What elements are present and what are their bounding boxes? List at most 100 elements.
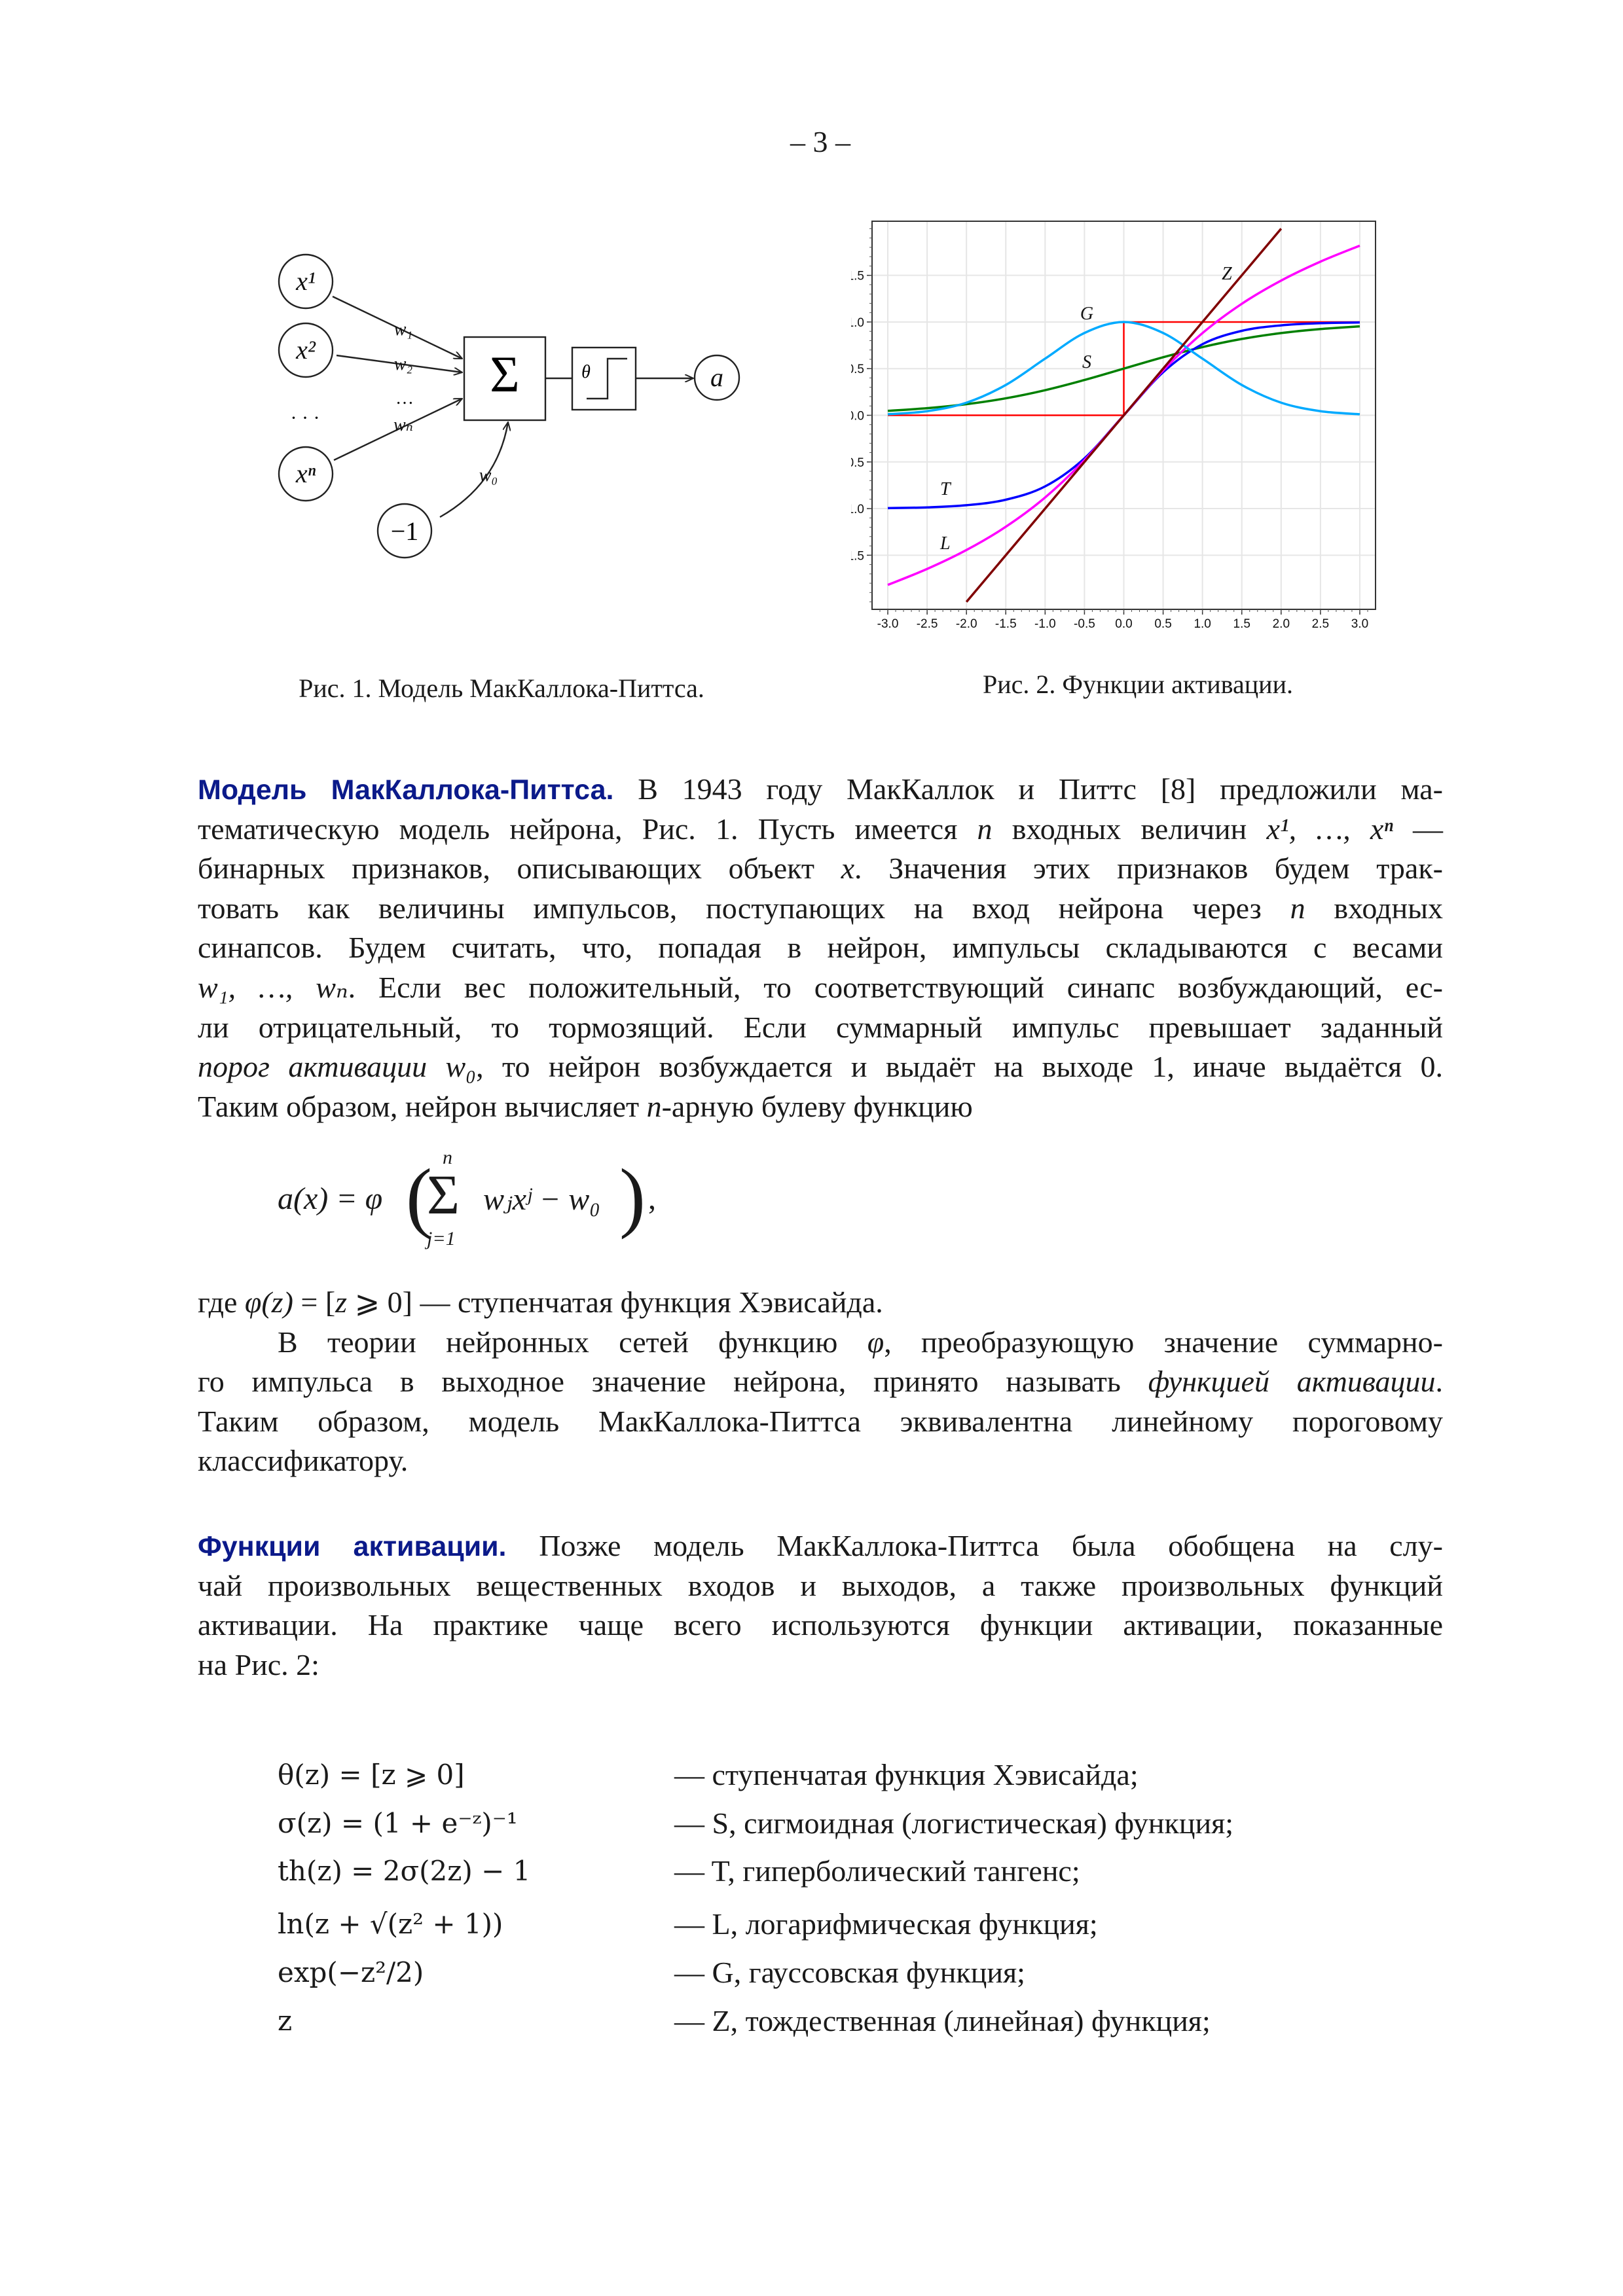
text-run: ⩾ 0] — ступенчатая функция Хэвисайда. (347, 1285, 883, 1319)
function-formula: θ(z) = [z ⩾ 0] (278, 1759, 465, 1791)
threshold-symbol: θ (581, 362, 591, 382)
series-line-Z (965, 228, 1283, 603)
sum-symbol: Σ (427, 1163, 460, 1226)
series-label-T: T (940, 479, 952, 499)
text-line: ли отрицательный, то тормозящий. Если су… (198, 1008, 1443, 1048)
section-mcculloch-pitts: Модель МакКаллока-Питтса. В 1943 году Ма… (198, 770, 1443, 1126)
text-line: на Рис. 2: (198, 1645, 1443, 1685)
section-activation-definition: где φ(z) = [z ⩾ 0] — ступенчатая функция… (198, 1283, 1443, 1481)
text-run: -арную булеву функцию (661, 1089, 973, 1123)
text-run: . (1435, 1365, 1444, 1399)
math-or-emphasis: x¹, …, xⁿ (1266, 812, 1393, 846)
sum-symbol: Σ (490, 346, 519, 403)
math-or-emphasis: n (1290, 891, 1305, 925)
text-run: бинарных признаков, описывающих объект (198, 852, 841, 886)
y-tick-label: -0.5 (851, 456, 864, 470)
input-label-1: x¹ (295, 266, 316, 296)
section-activation-functions: Функции активации. Позже модель МакКалло… (198, 1526, 1443, 1685)
math-or-emphasis: z (335, 1285, 348, 1319)
text-run: где (198, 1285, 245, 1319)
math-or-emphasis: x (841, 852, 855, 886)
weight-label-0: w₀ (479, 465, 498, 486)
text-line: Модель МакКаллока-Питтса. В 1943 году Ма… (198, 770, 1443, 810)
text-run: , то нейрон возбуждается и выдаёт на вых… (476, 1050, 1443, 1084)
text-run: товать как величины импульсов, поступающ… (198, 891, 1290, 925)
x-tick-label: 3.0 (1351, 617, 1368, 631)
input-node-n (278, 446, 334, 502)
text-run: . Если вес положительный, то соответству… (348, 970, 1443, 1004)
text-run: чай произвольных вещественных входов и в… (198, 1568, 1443, 1602)
edge-w1 (332, 295, 462, 360)
activation-functions-chart: S T L G Z -3.0 -2.5 -2.0 -1.5 -1.0 -0.5 0.0 0.5 1.0 1… (851, 221, 1376, 631)
text-run: активации. На практике чаще всего исполь… (198, 1608, 1443, 1642)
x-tick-label: 0.5 (1154, 617, 1171, 631)
text-line: В теории нейронных сетей функцию φ, прео… (198, 1323, 1443, 1363)
series-label-Z: Z (1222, 264, 1232, 284)
function-description: — Z, тождественная (линейная) функция; (674, 2004, 1211, 2037)
function-description: — S, сигмоидная (логистическая) функция; (674, 1806, 1234, 1840)
text-line: активации. На практике чаще всего исполь… (198, 1605, 1443, 1645)
text-line: порог активации w₀, то нейрон возбуждает… (198, 1047, 1443, 1087)
x-tick-label: 2.0 (1273, 617, 1290, 631)
text-line: чай произвольных вещественных входов и в… (198, 1566, 1443, 1606)
text-run: , преобразующую значение суммарно- (884, 1325, 1443, 1359)
input-node-1 (278, 253, 334, 310)
series-label-L: L (939, 533, 951, 554)
y-tick-label: -1.0 (851, 503, 864, 516)
chart-curve-labels: S T L G Z (939, 264, 1232, 554)
x-tick-label: -3.0 (877, 617, 899, 631)
text-line: бинарных признаков, описывающих объект x… (198, 849, 1443, 889)
x-tick-label: 2.5 (1312, 617, 1329, 631)
y-tick-label: -1.5 (851, 549, 864, 563)
weight-label-n: wₙ (393, 415, 413, 435)
function-formula: ln(z + √(z² + 1)) (278, 1908, 503, 1940)
y-tick-label: 0.5 (851, 363, 864, 376)
text-run: входных величин (992, 812, 1267, 846)
input-label-2: x² (295, 335, 316, 365)
text-line: классификатору. (198, 1441, 1443, 1481)
series-label-G: G (1080, 304, 1093, 324)
text-run: входных (1305, 891, 1443, 925)
y-tick-label: 1.0 (851, 316, 864, 330)
edge-w2 (336, 354, 462, 372)
text-line: тематическую модель нейрона, Рис. 1. Пус… (198, 810, 1443, 850)
text-run: синапсов. Будем считать, что, попадая в … (198, 931, 1443, 965)
text-run: Таким образом, модель МакКаллока-Питтса … (198, 1404, 1443, 1438)
chart-curves (887, 228, 1360, 603)
x-tick-label: 0.0 (1115, 617, 1132, 631)
text-run: . Значения этих признаков будем трак- (854, 852, 1443, 886)
input-node-2 (278, 322, 334, 378)
x-tick-label: -1.0 (1034, 617, 1056, 631)
x-tick-label: -2.5 (917, 617, 938, 631)
function-formula: th(z) = 2σ(2z) − 1 (278, 1855, 531, 1887)
text-run: го импульса в выходное значение нейрона,… (198, 1365, 1148, 1399)
page-number: – 3 – (790, 125, 850, 158)
output-node (693, 354, 740, 401)
math-or-emphasis: φ(z) (244, 1285, 293, 1319)
series-label-S: S (1082, 352, 1091, 372)
weight-label-ellipsis: … (395, 388, 414, 408)
x-tick-label: -0.5 (1074, 617, 1095, 631)
weight-label-2: w₂ (394, 354, 413, 374)
text-run: Позже модель МакКаллока-Питтса была обоб… (506, 1529, 1443, 1562)
math-or-emphasis: порог активации w₀ (198, 1050, 477, 1084)
function-description: — G, гауссовская функция; (674, 1956, 1025, 1989)
x-tick-label: -1.5 (995, 617, 1017, 631)
math-or-emphasis: n (977, 812, 993, 846)
section-heading: Функции активации. (198, 1531, 507, 1562)
weight-label-1: w₁ (394, 319, 412, 340)
edge-wn (333, 397, 462, 461)
text-line: Функции активации. Позже модель МакКалло… (198, 1526, 1443, 1566)
right-paren: ) (619, 1153, 646, 1240)
text-run: В 1943 году МакКаллок и Питтс [8] предло… (613, 772, 1443, 806)
equation-lhs: a(x) = φ (278, 1181, 383, 1216)
function-formula: σ(z) = (1 + e⁻ᶻ)⁻¹ (278, 1807, 518, 1839)
series-line-G (887, 321, 1360, 416)
section-heading: Модель МакКаллока-Питтса. (198, 774, 614, 806)
sum-upper-limit: n (443, 1147, 452, 1168)
function-formula: exp(−z²/2) (278, 1956, 424, 1988)
bias-label: −1 (391, 516, 419, 546)
y-tick-label: 1.5 (851, 270, 864, 283)
edge-w0 (439, 422, 508, 518)
sum-lower-limit: j=1 (427, 1228, 456, 1249)
